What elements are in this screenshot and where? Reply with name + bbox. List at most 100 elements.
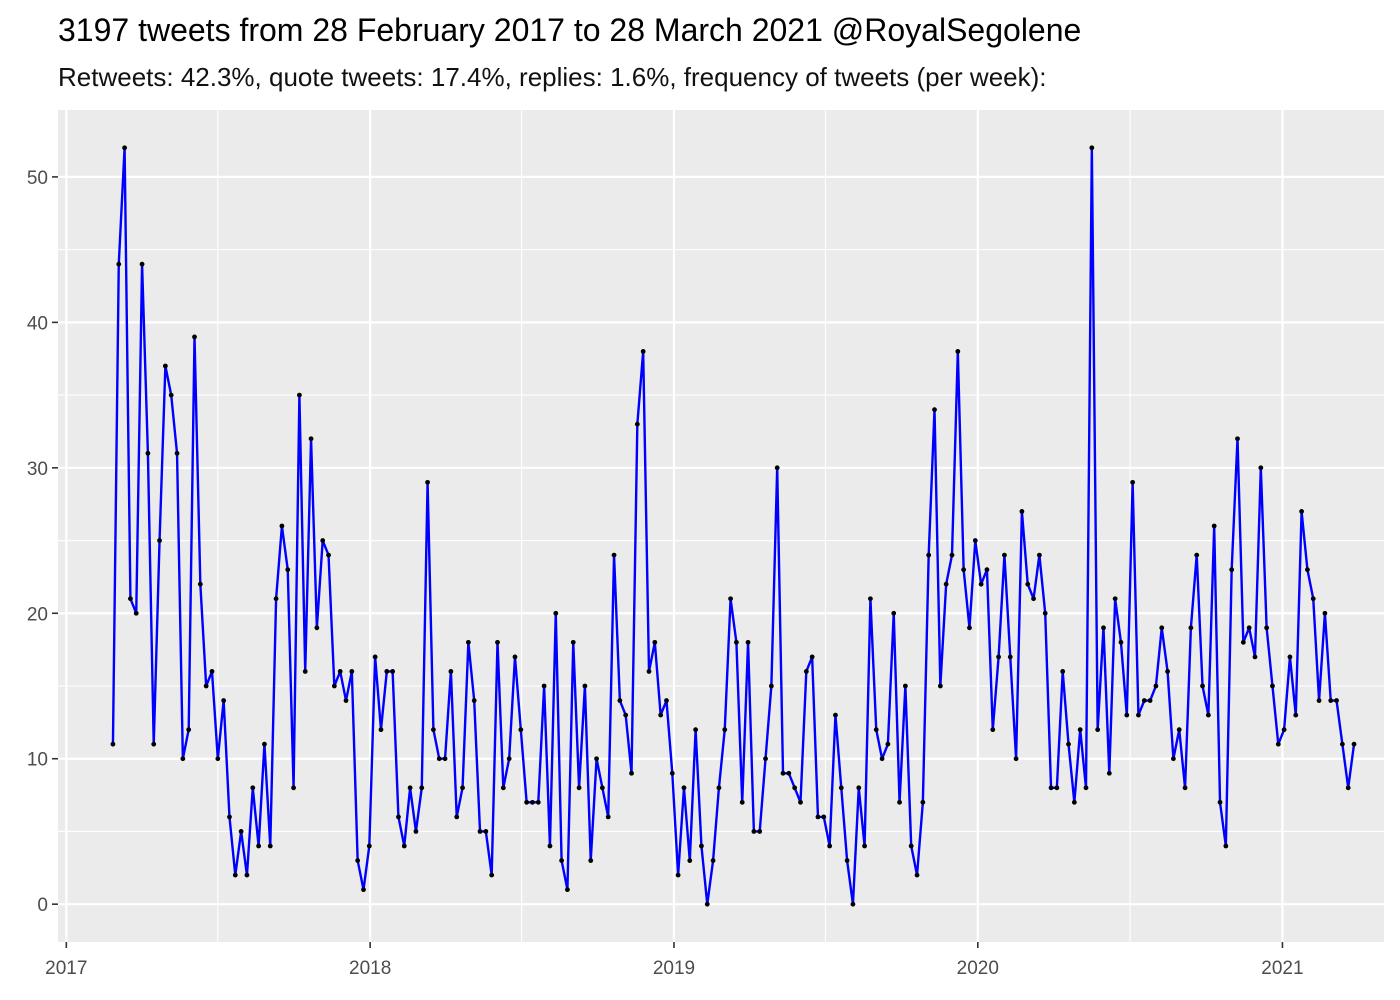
data-point: [1071, 799, 1077, 805]
data-point: [431, 727, 436, 733]
data-point: [885, 741, 891, 747]
plot-panel: [58, 110, 1384, 942]
data-point: [168, 392, 174, 398]
data-point: [512, 654, 518, 660]
data-point: [1293, 712, 1299, 718]
data-point: [372, 654, 378, 660]
data-point: [629, 770, 634, 776]
data-point: [821, 814, 827, 820]
data-point: [1246, 625, 1252, 631]
data-point: [623, 712, 629, 718]
data-point: [570, 639, 576, 645]
data-point: [396, 814, 401, 820]
data-point: [1194, 552, 1200, 558]
data-point: [122, 145, 127, 151]
data-point: [110, 741, 116, 747]
data-point: [174, 450, 180, 456]
data-point: [419, 785, 425, 791]
x-tick-label: 2017: [45, 958, 87, 979]
data-point: [1048, 785, 1054, 791]
data-point: [541, 683, 547, 689]
data-point: [1118, 639, 1124, 645]
data-point: [990, 727, 996, 733]
data-point: [553, 610, 559, 616]
data-point: [1159, 625, 1165, 631]
data-point: [652, 639, 658, 645]
data-point: [734, 639, 739, 645]
data-point: [285, 567, 291, 573]
data-point: [197, 581, 203, 587]
data-point: [162, 363, 168, 369]
data-point: [1031, 596, 1036, 602]
data-point: [920, 799, 926, 805]
points-layer: [110, 145, 1357, 907]
data-point: [646, 669, 652, 674]
data-point: [518, 727, 524, 733]
data-point: [809, 654, 815, 660]
data-point: [588, 858, 594, 863]
data-point: [331, 683, 337, 689]
data-point: [506, 756, 512, 762]
data-point: [1182, 785, 1188, 791]
data-point: [972, 538, 978, 543]
data-point: [594, 756, 599, 762]
data-point: [145, 450, 151, 456]
data-point: [1240, 639, 1246, 645]
data-point: [687, 858, 693, 863]
data-point: [833, 712, 838, 718]
data-point: [209, 669, 215, 674]
data-point: [739, 799, 745, 805]
data-point: [675, 872, 681, 878]
data-point: [302, 669, 308, 674]
data-point: [1101, 625, 1106, 631]
data-point: [133, 610, 139, 616]
data-point: [448, 669, 454, 674]
data-point: [1205, 712, 1211, 718]
data-point: [961, 567, 967, 573]
data-point: [1066, 741, 1071, 747]
data-point: [803, 669, 809, 674]
data-point: [658, 712, 664, 718]
data-point: [664, 698, 669, 703]
x-tick-label: 2018: [349, 958, 391, 979]
data-point: [926, 552, 932, 558]
data-point: [128, 596, 133, 602]
data-point: [425, 479, 430, 485]
data-point: [256, 843, 262, 849]
data-point: [1270, 683, 1275, 689]
data-point: [262, 741, 267, 747]
data-point: [500, 785, 506, 791]
minor-gridlines: [58, 110, 1384, 942]
data-point: [477, 829, 483, 834]
data-point: [1054, 785, 1060, 791]
x-tick-label: 2021: [1261, 958, 1303, 979]
data-point: [495, 639, 500, 645]
data-point: [710, 858, 716, 863]
data-point: [1229, 567, 1235, 573]
data-point: [897, 799, 902, 805]
chart-title: 3197 tweets from 28 February 2017 to 28 …: [58, 12, 1082, 48]
data-point: [978, 581, 984, 587]
data-point: [116, 261, 122, 267]
data-point: [605, 814, 611, 820]
data-point: [232, 872, 238, 878]
data-point: [407, 785, 413, 791]
data-point: [442, 756, 448, 762]
data-point: [1305, 567, 1310, 573]
data-point: [891, 610, 897, 616]
data-point: [599, 785, 605, 791]
y-tick-label: 0: [37, 895, 48, 916]
y-tick-label: 20: [27, 604, 48, 625]
data-point: [366, 843, 372, 849]
axis-layer: 2017 2018 2019 2020 2021 0 10 20 30 40 50: [27, 168, 1304, 979]
data-point: [967, 625, 972, 631]
data-point: [914, 872, 920, 878]
y-tick-label: 10: [27, 750, 48, 771]
data-point: [932, 407, 937, 413]
data-point: [868, 596, 873, 602]
data-point: [250, 785, 256, 791]
data-point: [1147, 698, 1153, 703]
data-point: [1328, 698, 1334, 703]
data-point: [349, 669, 355, 674]
data-point: [693, 727, 699, 733]
